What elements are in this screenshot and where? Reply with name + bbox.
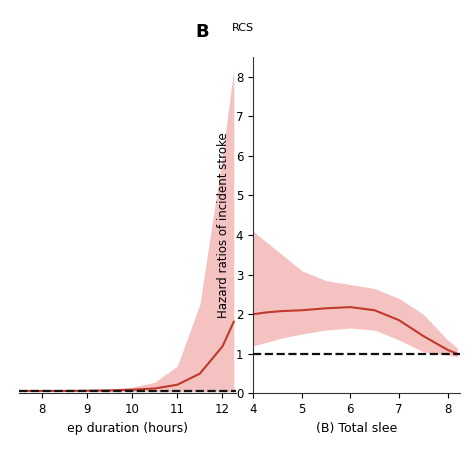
- Y-axis label: Hazard ratios of incident stroke: Hazard ratios of incident stroke: [217, 132, 230, 318]
- Text: RCS: RCS: [232, 23, 255, 33]
- Text: B: B: [195, 23, 209, 41]
- X-axis label: ep duration (hours): ep duration (hours): [67, 422, 188, 435]
- X-axis label: (B) Total slee: (B) Total slee: [316, 422, 397, 435]
